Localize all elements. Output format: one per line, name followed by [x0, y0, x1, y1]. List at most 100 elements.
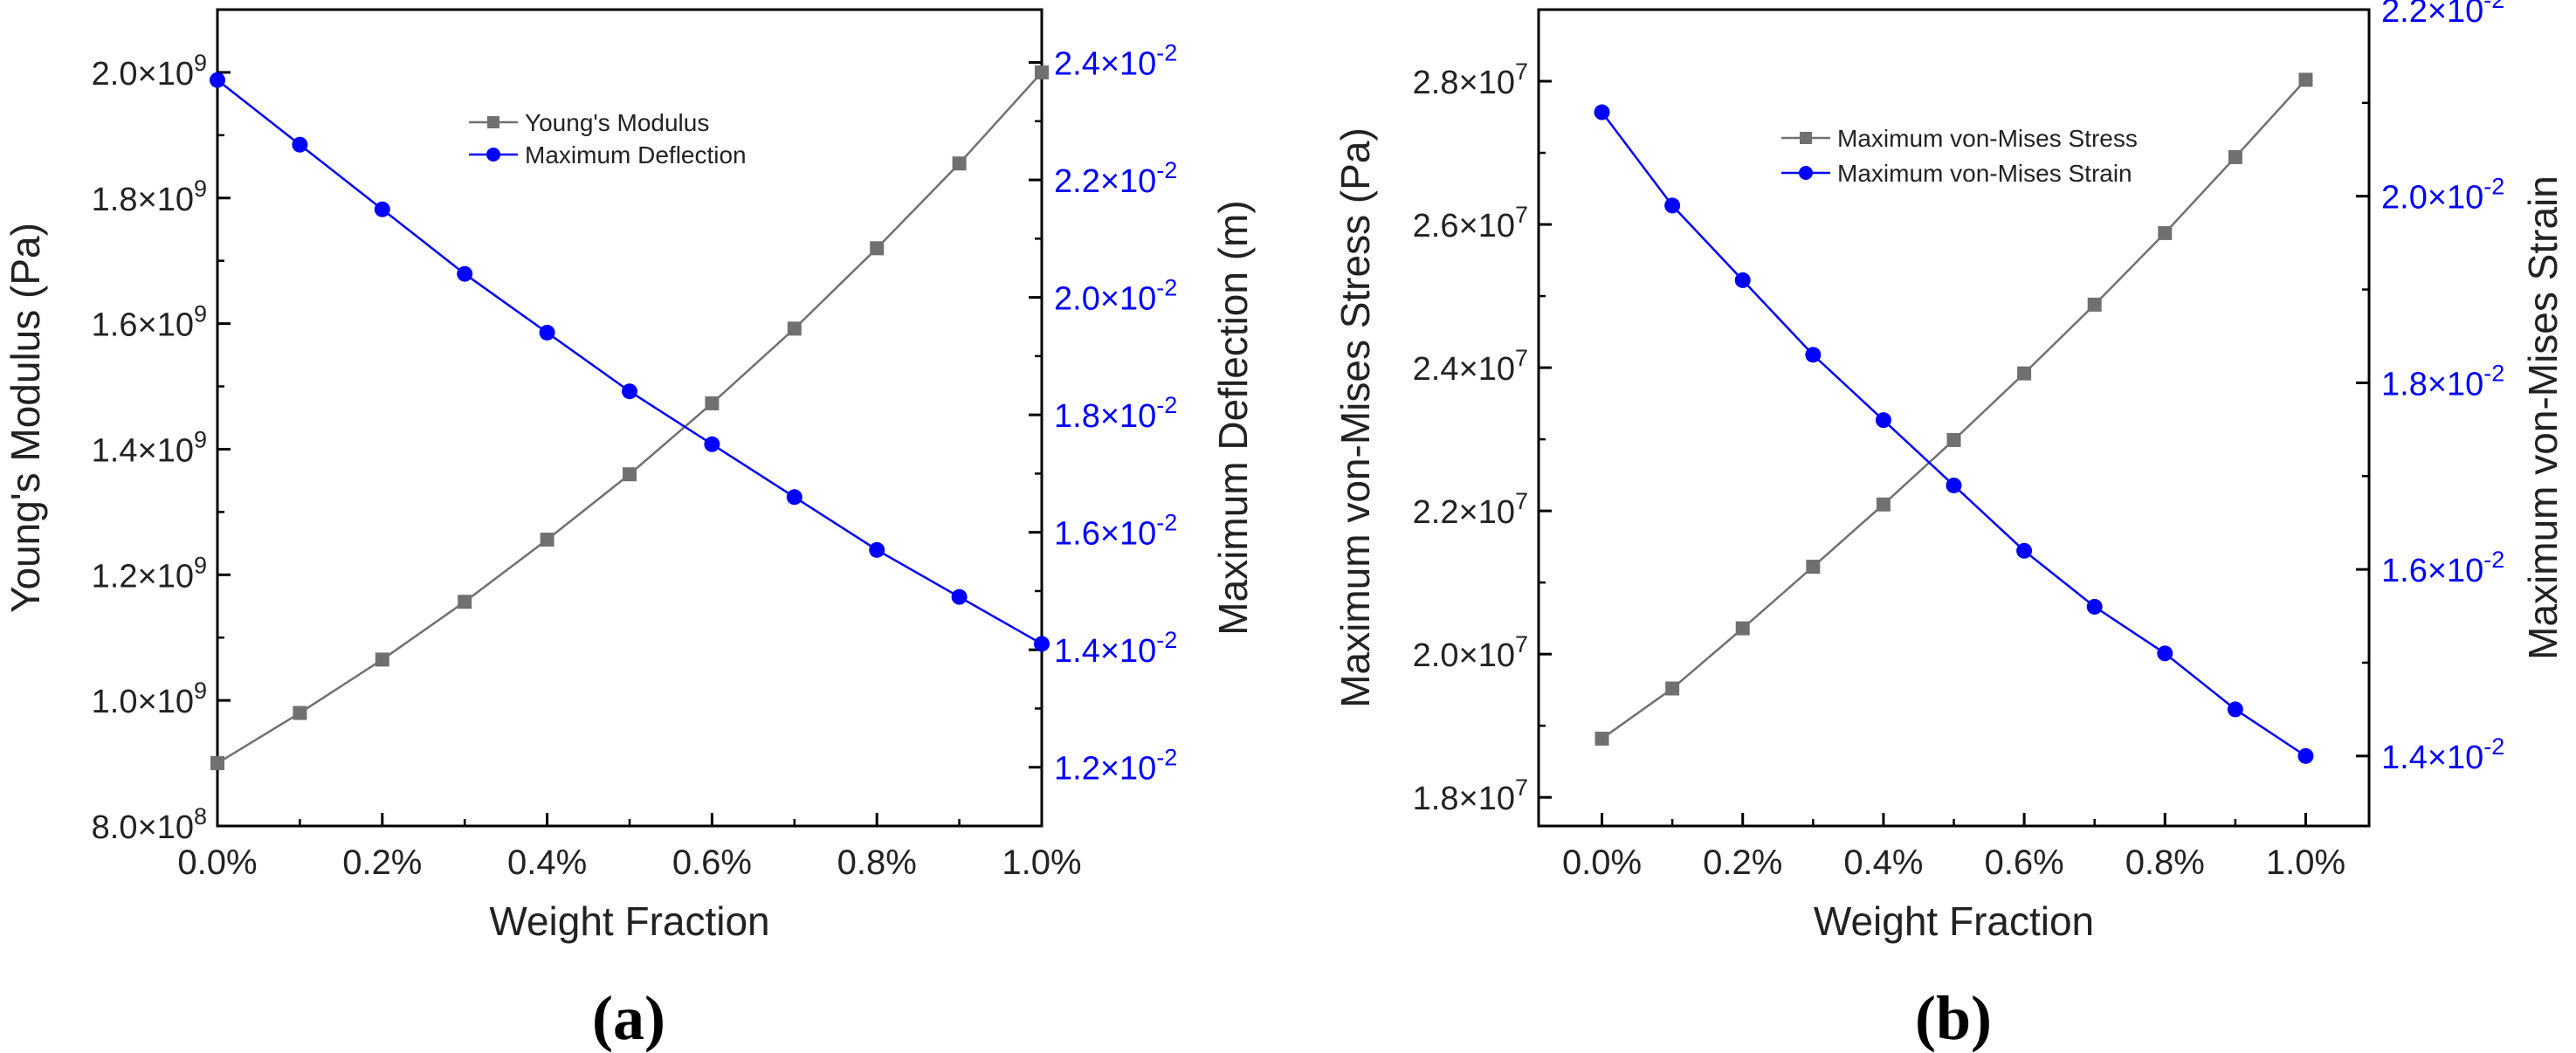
y-left-tick-label: 2.8×107 — [1413, 58, 1528, 101]
data-point-square — [540, 533, 554, 547]
data-point-square — [2298, 72, 2313, 87]
legend-label: Young's Modulus — [525, 109, 709, 136]
data-point-square — [952, 156, 967, 171]
y-left-tick-label: 1.8×107 — [1413, 774, 1528, 817]
data-point-circle — [704, 436, 720, 452]
data-point-circle — [2227, 701, 2243, 718]
legend-marker-circle — [1799, 166, 1813, 180]
data-point-square — [375, 652, 389, 667]
x-tick-label: 0.4% — [507, 843, 587, 882]
data-point-circle — [1946, 477, 1962, 493]
legend-label: Maximum Deflection — [525, 141, 747, 169]
data-point-square — [293, 705, 307, 720]
legend-marker-square — [1800, 132, 1812, 144]
data-point-square — [1665, 681, 1680, 696]
x-tick-label: 0.6% — [1985, 843, 2064, 882]
y-right-tick-label: 2.0×10-2 — [1054, 275, 1177, 318]
x-tick-label: 0.2% — [1703, 843, 1782, 882]
data-point-square — [2017, 366, 2032, 381]
y-right-tick-label: 1.2×10-2 — [1054, 745, 1177, 788]
data-point-square — [1806, 560, 1821, 575]
data-point-circle — [2016, 542, 2033, 559]
x-axis-title: Weight Fraction — [1814, 898, 2094, 944]
panel-label: (a) — [592, 983, 665, 1053]
legend-marker-circle — [486, 148, 500, 162]
y-right-tick-label: 1.8×10-2 — [1054, 392, 1177, 435]
y-left-tick-label: 2.6×107 — [1413, 202, 1528, 244]
data-point-square — [1946, 432, 1961, 447]
y-right-tick-label: 2.2×10-2 — [1054, 157, 1177, 200]
y-left-tick-label: 2.0×107 — [1413, 631, 1528, 674]
data-point-square — [210, 756, 224, 771]
data-point-circle — [786, 489, 802, 506]
data-point-square — [705, 396, 720, 410]
data-point-square — [458, 595, 472, 609]
x-tick-label: 0.4% — [1843, 843, 1923, 882]
data-point-circle — [457, 265, 473, 282]
y-right-tick-label: 1.8×10-2 — [2381, 360, 2504, 403]
y-left-tick-label: 8.0×108 — [92, 803, 207, 846]
data-point-square — [2087, 297, 2102, 312]
x-tick-label: 0.0% — [1562, 843, 1642, 882]
data-point-square — [2158, 225, 2173, 240]
x-tick-label: 0.8% — [2125, 843, 2205, 882]
y-right-axis-title: Maximum von-Mises Strain — [2520, 176, 2566, 660]
data-point-circle — [1805, 347, 1822, 363]
y-left-tick-label: 2.2×107 — [1413, 488, 1528, 531]
panel-label: (b) — [1915, 983, 1992, 1053]
x-tick-label: 0.2% — [342, 843, 422, 882]
y-right-tick-label: 1.4×10-2 — [2381, 733, 2504, 776]
x-tick-label: 1.0% — [2266, 843, 2345, 882]
data-point-circle — [2297, 747, 2314, 764]
legend-label: Maximum von-Mises Strain — [1837, 160, 2132, 187]
data-point-circle — [1034, 636, 1050, 652]
data-point-circle — [1594, 104, 1610, 120]
data-point-circle — [210, 72, 225, 88]
y-right-tick-label: 2.4×10-2 — [1054, 40, 1177, 83]
y-right-tick-label: 2.2×10-2 — [2381, 0, 2504, 30]
data-point-square — [623, 467, 637, 482]
x-tick-label: 0.0% — [177, 843, 257, 882]
data-point-circle — [2086, 598, 2103, 615]
data-point-circle — [374, 201, 390, 217]
data-point-circle — [292, 136, 308, 153]
y-right-axis-title: Maximum Deflection (m) — [1210, 200, 1256, 635]
x-tick-label: 1.0% — [1002, 843, 1081, 882]
y-right-tick-label: 1.6×10-2 — [1054, 510, 1177, 553]
y-right-tick-label: 2.0×10-2 — [2381, 174, 2504, 217]
data-point-square — [2228, 149, 2242, 164]
data-point-circle — [869, 541, 885, 558]
y-left-tick-label: 2.4×107 — [1413, 345, 1528, 388]
data-point-square — [1735, 621, 1750, 636]
data-point-square — [787, 321, 802, 336]
y-left-axis-title: Maximum von-Mises Stress (Pa) — [1333, 127, 1378, 708]
data-point-square — [1595, 731, 1609, 746]
data-point-circle — [622, 383, 637, 400]
y-left-tick-label: 1.4×109 — [92, 426, 207, 469]
y-left-tick-label: 1.0×109 — [92, 678, 207, 720]
x-tick-label: 0.8% — [837, 843, 917, 882]
data-point-circle — [1734, 272, 1751, 288]
chart-panel-a: 0.0% 0.2% 0.4% 0.6% 0.8% 1.0% Weight Fraction 8… — [3, 8, 1256, 1053]
y-left-tick-label: 1.6×109 — [92, 301, 207, 344]
data-point-square — [1876, 497, 1891, 512]
chart-panel-b: 0.0% 0.2% 0.4% 0.6% 0.8% 1.0% Weight Fraction 1… — [1333, 0, 2566, 1053]
x-axis-title: Weight Fraction — [489, 898, 769, 944]
y-right-tick-label: 1.6×10-2 — [2381, 547, 2504, 589]
y-left-axis-title: Young's Modulus (Pa) — [3, 223, 48, 613]
data-point-square — [1035, 65, 1049, 79]
legend-marker-square — [487, 116, 499, 128]
legend-label: Maximum von-Mises Stress — [1837, 125, 2138, 152]
y-left-tick-label: 1.8×109 — [92, 176, 207, 218]
data-point-circle — [1875, 412, 1891, 429]
data-point-circle — [539, 324, 555, 341]
y-right-tick-label: 1.4×10-2 — [1054, 627, 1177, 670]
x-tick-label: 0.6% — [672, 843, 752, 882]
y-left-tick-label: 1.2×109 — [92, 552, 207, 595]
data-point-square — [870, 241, 885, 256]
y-left-tick-label: 2.0×109 — [92, 50, 207, 93]
data-point-circle — [951, 588, 968, 605]
data-point-circle — [1664, 197, 1681, 214]
